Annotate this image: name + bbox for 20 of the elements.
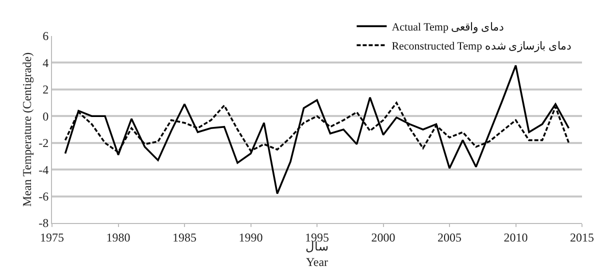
legend-label: Actual Temp دمای واقعی (392, 21, 504, 34)
x-tick-label: 1980 (106, 230, 130, 244)
y-tick-label: -6 (38, 189, 49, 204)
x-tick-label: 2015 (570, 230, 594, 244)
y-tick-label: -4 (38, 162, 49, 177)
line-series (64, 64, 570, 195)
x-tick-label: 2010 (504, 230, 528, 244)
y-tick-label: 0 (42, 109, 49, 124)
y-tick-label: 4 (42, 56, 49, 70)
x-tick-label: 1975 (40, 230, 64, 244)
x-tick-label: 1990 (238, 230, 263, 244)
x-tick-label: 1985 (172, 230, 196, 244)
y-tick-label: 6 (42, 29, 49, 44)
y-tick-label: 2 (42, 82, 49, 97)
legend-label: Reconstructed Temp دمای بازسازی شده (392, 40, 572, 52)
y-tick-label: -8 (38, 216, 49, 230)
y-tick-label: -2 (38, 136, 49, 150)
x-tick-label: 2000 (371, 230, 396, 244)
x-tick-label: 2005 (438, 230, 462, 244)
y-axis-title: Mean Temperature (Centigrade) (20, 52, 34, 207)
